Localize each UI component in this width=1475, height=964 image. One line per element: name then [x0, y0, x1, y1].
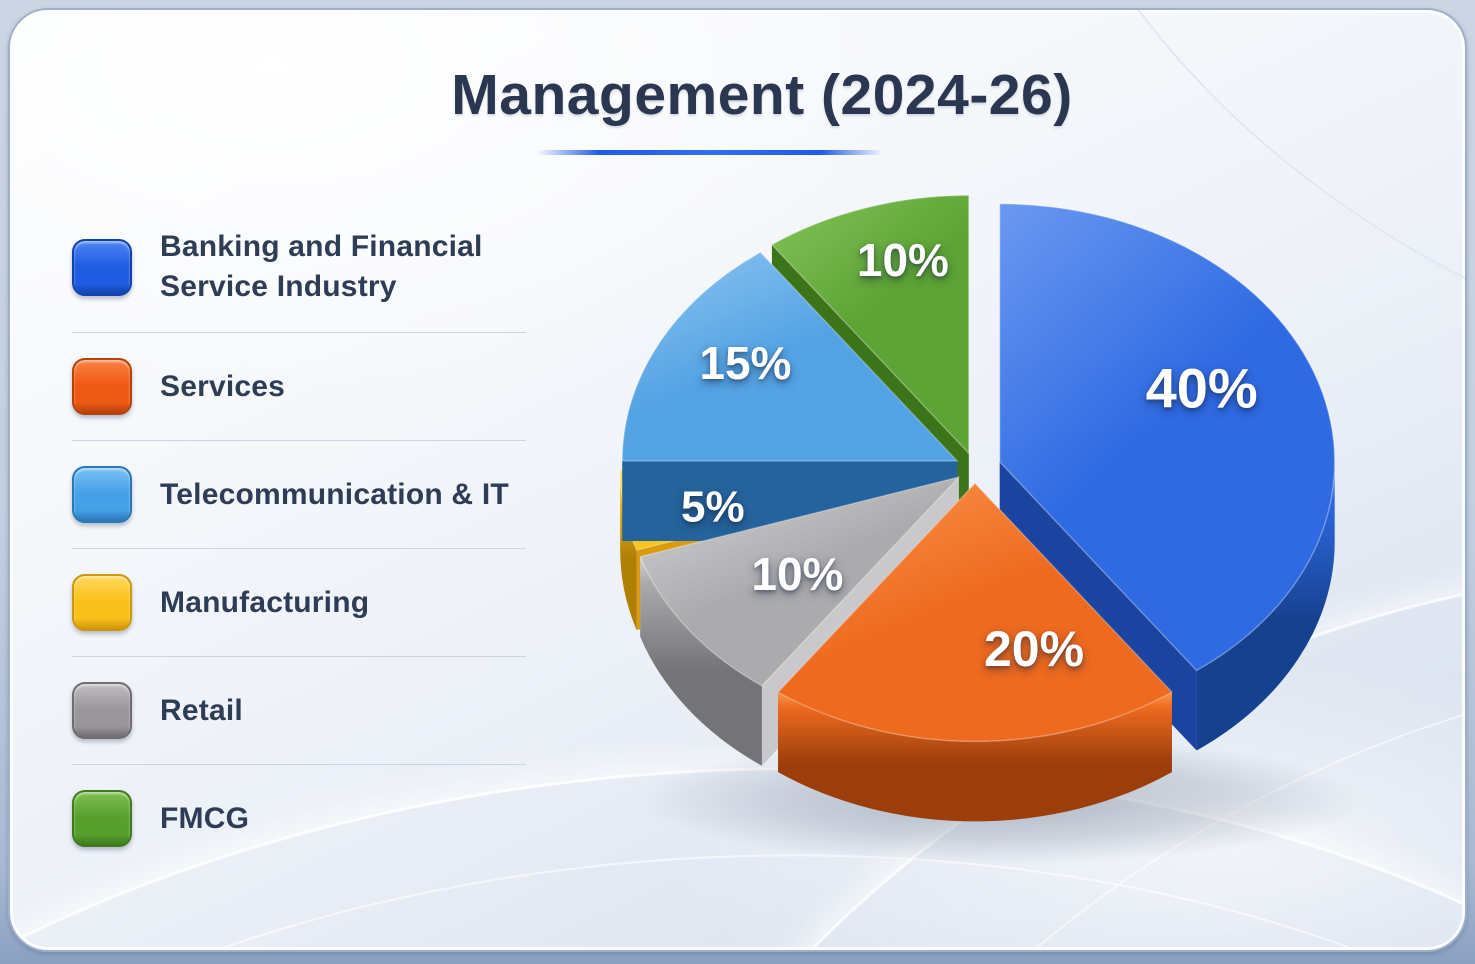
- legend-label: Telecommunication & IT: [160, 477, 509, 511]
- slide-card: Management (2024-26) Banking and Financi…: [8, 8, 1467, 952]
- legend-item: Banking and Financial Service Industry: [72, 202, 526, 333]
- legend-item: Manufacturing: [72, 549, 526, 657]
- legend-label: Manufacturing: [160, 585, 370, 619]
- legend-swatch: [72, 574, 132, 631]
- background-swoosh: [383, 320, 1465, 950]
- background-swoosh: [585, 449, 1465, 950]
- legend-item: Services: [72, 333, 526, 441]
- legend-swatch: [72, 466, 132, 523]
- legend-label: FMCG: [160, 801, 250, 835]
- legend-label: Services: [160, 369, 286, 403]
- title-underline: [537, 150, 883, 155]
- legend-swatch: [72, 790, 132, 847]
- legend-item: FMCG: [72, 765, 526, 872]
- legend-label: Retail: [160, 693, 243, 727]
- legend: Banking and Financial Service Industry Se…: [72, 202, 526, 872]
- legend-swatch: [72, 358, 132, 415]
- chart-title: Management (2024-26): [451, 63, 1073, 127]
- legend-swatch: [72, 238, 132, 296]
- legend-item: Telecommunication & IT: [72, 441, 526, 549]
- legend-swatch: [72, 682, 132, 739]
- legend-item: Retail: [72, 657, 526, 765]
- legend-label: Banking and Financial Service Industry: [160, 230, 483, 303]
